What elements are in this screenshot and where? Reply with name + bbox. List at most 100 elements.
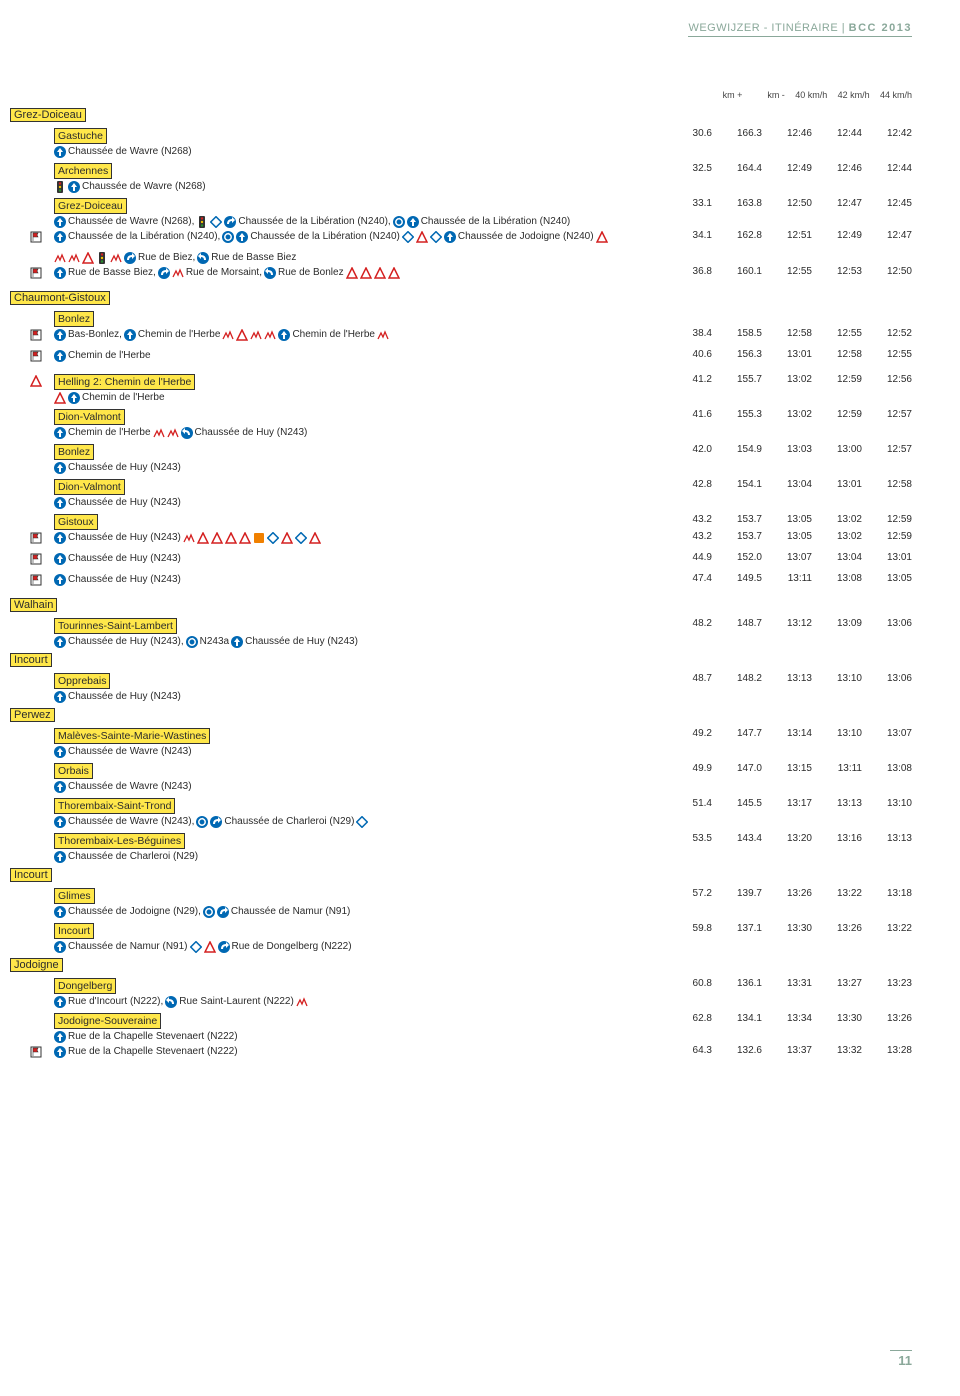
- value-cell: 12:49: [812, 230, 862, 241]
- route-text: Chaussée de Huy (N243): [68, 573, 181, 587]
- route-text: Rue de Basse Biez,: [68, 266, 156, 280]
- locality-label: Incourt: [54, 923, 94, 939]
- value-cell: 38.4: [662, 328, 712, 339]
- fl-icon: [30, 574, 42, 586]
- value-cell: 13:03: [762, 444, 812, 455]
- value-cells: 30.6166.312:4612:4412:42: [662, 128, 912, 139]
- route-text: Chaussée de Huy (N243),: [68, 635, 184, 649]
- value-cell: 49.9: [662, 763, 712, 774]
- locality-label: Jodoigne-Souveraine: [54, 1013, 161, 1029]
- value-cell: 12:45: [862, 198, 912, 209]
- value-cell: 12:47: [862, 230, 912, 241]
- locality-label: Dongelberg: [54, 978, 116, 994]
- tri-icon: [374, 267, 386, 279]
- value-cell: 147.7: [712, 728, 762, 739]
- route-text: Chaussée de Wavre (N268): [82, 180, 206, 194]
- up-icon: [54, 746, 66, 758]
- value-cell: 12:50: [762, 198, 812, 209]
- value-cell: 13:06: [862, 618, 912, 629]
- value-cell: 12:51: [762, 230, 812, 241]
- value-cell: 49.2: [662, 728, 712, 739]
- up-icon: [54, 462, 66, 474]
- cob-icon: [377, 329, 389, 341]
- tri-icon: [596, 231, 608, 243]
- tri-icon: [346, 267, 358, 279]
- value-cell: 12:55: [762, 266, 812, 277]
- route-text: Chaussée de Wavre (N268),: [68, 215, 194, 229]
- municipality-label: Jodoigne: [10, 958, 63, 972]
- value-cell: 51.4: [662, 798, 712, 809]
- up-icon: [54, 906, 66, 918]
- route-text: Chaussée de Namur (N91): [68, 940, 188, 954]
- value-cell: 42.0: [662, 444, 712, 455]
- value-cell: 12:47: [812, 198, 862, 209]
- cob-icon: [264, 329, 276, 341]
- up-icon: [54, 350, 66, 362]
- value-cell: 148.7: [712, 618, 762, 629]
- value-cell: 12:58: [862, 479, 912, 490]
- value-cell: 13:15: [762, 763, 812, 774]
- value-cell: 166.3: [712, 128, 762, 139]
- value-cell: 42.8: [662, 479, 712, 490]
- light-icon: [196, 216, 208, 228]
- route-text: Chaussée de la Libération (N240),: [68, 230, 220, 244]
- value-cell: 12:52: [862, 328, 912, 339]
- value-cells: 57.2139.713:2613:2213:18: [662, 888, 912, 899]
- up-icon: [54, 329, 66, 341]
- value-cells: 62.8134.113:3413:3013:26: [662, 1013, 912, 1024]
- value-cell: 164.4: [712, 163, 762, 174]
- up-icon: [231, 636, 243, 648]
- value-cell: 154.9: [712, 444, 762, 455]
- value-cell: 13:04: [762, 479, 812, 490]
- up-icon: [278, 329, 290, 341]
- value-cell: 53.5: [662, 833, 712, 844]
- up-icon: [54, 267, 66, 279]
- locality-label: Dion-Valmont: [54, 479, 125, 495]
- value-cell: 13:20: [762, 833, 812, 844]
- value-cell: 148.2: [712, 673, 762, 684]
- value-cell: 12:49: [762, 163, 812, 174]
- col-40: 40 km/h: [785, 90, 827, 100]
- header-prefix: WEGWIJZER - ITINÉRAIRE |: [688, 22, 848, 34]
- tri-icon: [30, 375, 42, 387]
- value-cell: 12:42: [862, 128, 912, 139]
- route-text: Rue de Basse Biez: [211, 251, 296, 265]
- col-km-plus: km +: [700, 90, 742, 100]
- value-cell: 13:00: [812, 444, 862, 455]
- value-cells: 49.9147.013:1513:1113:08: [662, 763, 912, 774]
- up-icon: [68, 181, 80, 193]
- route-text: Chaussée de Wavre (N268): [68, 145, 192, 159]
- prio-icon: [356, 816, 368, 828]
- fl-icon: [30, 329, 42, 341]
- value-cell: 149.5: [712, 573, 762, 584]
- fl-icon: [30, 231, 42, 243]
- value-cell: 13:28: [862, 1045, 912, 1056]
- locality-label: Malèves-Sainte-Marie-Wastines: [54, 728, 210, 744]
- value-cells: 47.4149.513:1113:0813:05: [662, 573, 912, 584]
- value-cell: 13:01: [762, 349, 812, 360]
- municipality-label: Grez-Doiceau: [10, 108, 86, 122]
- route-text: Chaussée de Namur (N91): [231, 905, 351, 919]
- value-cell: 13:13: [762, 673, 812, 684]
- rndL-icon: [197, 252, 209, 264]
- value-cell: 41.2: [662, 374, 712, 385]
- value-cell: 13:09: [812, 618, 862, 629]
- value-cells: 34.1162.812:5112:4912:47: [662, 230, 912, 241]
- up-icon: [54, 851, 66, 863]
- page-number: 11: [890, 1350, 912, 1368]
- cob-icon: [296, 996, 308, 1008]
- hill-label: Helling 2: Chemin de l'Herbe: [54, 374, 195, 390]
- value-cells: 42.0154.913:0313:0012:57: [662, 444, 912, 455]
- value-cell: 13:14: [762, 728, 812, 739]
- value-cell: 139.7: [712, 888, 762, 899]
- cob-icon: [222, 329, 234, 341]
- value-cell: 33.1: [662, 198, 712, 209]
- value-cell: 13:30: [812, 1013, 862, 1024]
- value-cell: 12:46: [812, 163, 862, 174]
- route-text: Rue Saint-Laurent (N222): [179, 995, 294, 1009]
- value-cell: 12:55: [812, 328, 862, 339]
- locality-label: Gistoux: [54, 514, 98, 530]
- tri-icon: [236, 329, 248, 341]
- value-cells: 51.4145.513:1713:1313:10: [662, 798, 912, 809]
- route-text: Chaussée de Jodoigne (N29),: [68, 905, 201, 919]
